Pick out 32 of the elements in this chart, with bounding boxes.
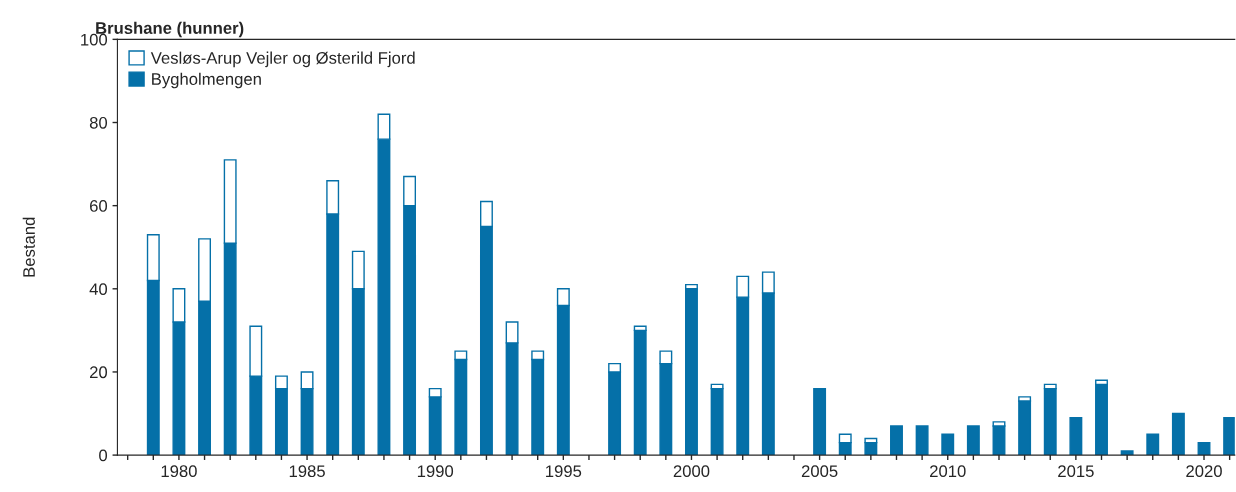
bar: [710, 387, 724, 456]
bar: [685, 288, 698, 456]
bar: [1146, 433, 1160, 456]
y-axis-title: Bestand: [22, 217, 35, 277]
legend-label: Bygholmengen: [152, 72, 261, 89]
bar: [941, 433, 955, 456]
bar: [1069, 416, 1083, 456]
bar: [915, 425, 929, 456]
x-tick-label: 2020: [1186, 465, 1222, 478]
x-tick-label: 2015: [1058, 465, 1094, 478]
x-tick-label: 1985: [289, 465, 325, 478]
y-tick-label: 20: [90, 366, 108, 379]
legend-label: Vesløs-Arup Vejler og Østerild Fjord: [150, 51, 415, 68]
bar: [1018, 400, 1032, 456]
bar: [633, 329, 647, 456]
y-tick-label: 0: [99, 449, 108, 462]
x-tick-label: 1995: [546, 465, 582, 478]
bar: [813, 387, 827, 456]
bar: [1043, 387, 1057, 456]
x-tick-label: 2010: [930, 465, 966, 478]
y-tick-label: 40: [89, 283, 108, 296]
bar: [1171, 412, 1185, 456]
bar: [966, 425, 980, 456]
bar: [890, 425, 903, 456]
x-tick-label: 1990: [417, 465, 454, 478]
bar: [1095, 383, 1108, 456]
y-tick-label: 80: [89, 116, 108, 129]
x-tick-label: 2005: [801, 465, 838, 478]
x-tick-label: 1980: [161, 465, 197, 478]
y-tick-label: 60: [90, 200, 108, 212]
bar: [1223, 416, 1235, 456]
x-tick-label: 2000: [673, 465, 710, 478]
